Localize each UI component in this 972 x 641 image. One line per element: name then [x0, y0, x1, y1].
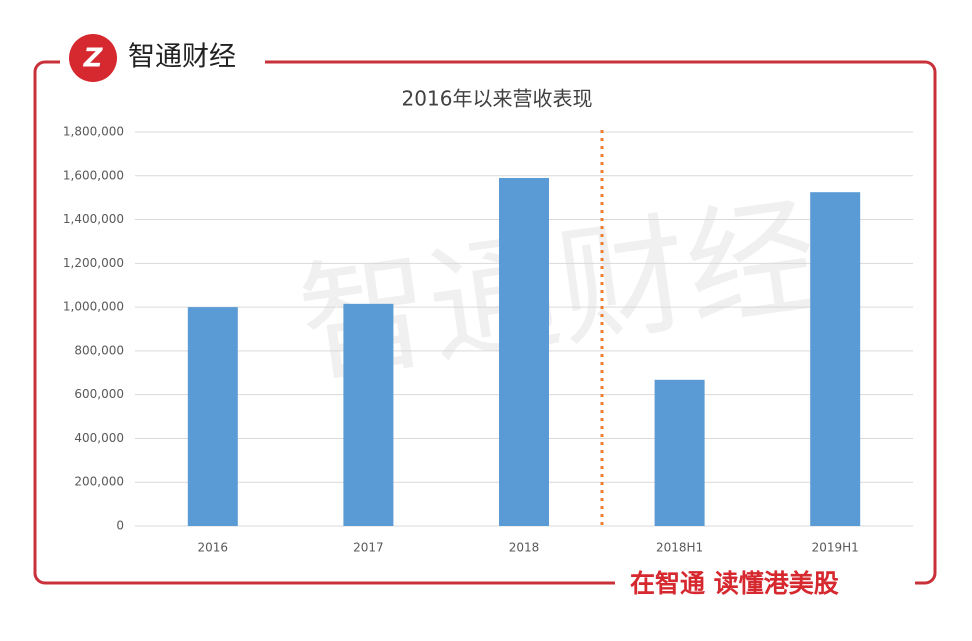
y-tick-label: 1,600,000	[63, 168, 124, 182]
bar	[654, 379, 705, 526]
slogan: 在智通 读懂港美股	[630, 569, 839, 598]
brand-name: 智通财经	[128, 42, 236, 73]
y-tick-label: 1,800,000	[63, 125, 124, 139]
y-tick-label: 600,000	[74, 387, 124, 401]
y-tick-label: 0	[116, 519, 124, 533]
logo	[69, 34, 117, 82]
frame	[33, 60, 937, 585]
y-tick-label: 1,400,000	[63, 212, 124, 226]
x-tick-label: 2017	[353, 541, 384, 555]
bar	[499, 177, 549, 526]
bar	[810, 192, 861, 526]
slogan-backdrop	[615, 565, 915, 605]
bar	[187, 307, 238, 526]
chart-title: 2016年以来营收表现	[402, 87, 593, 111]
plot: 2016 2017 2018 2018H1 2019H1	[187, 177, 861, 555]
x-tick-label: 2018H1	[656, 541, 703, 555]
logo-mark: Z	[83, 44, 104, 74]
x-tick-label: 2018	[509, 541, 540, 555]
y-tick-label: 400,000	[74, 431, 124, 445]
y-tick-label: 1,000,000	[63, 300, 124, 314]
y-tick-label: 1,200,000	[63, 256, 124, 270]
bar	[343, 303, 394, 526]
x-tick-label: 2016	[198, 541, 229, 555]
y-tick-label: 800,000	[74, 343, 124, 357]
y-tick-label: 200,000	[74, 475, 124, 489]
x-tick-label: 2019H1	[812, 541, 859, 555]
